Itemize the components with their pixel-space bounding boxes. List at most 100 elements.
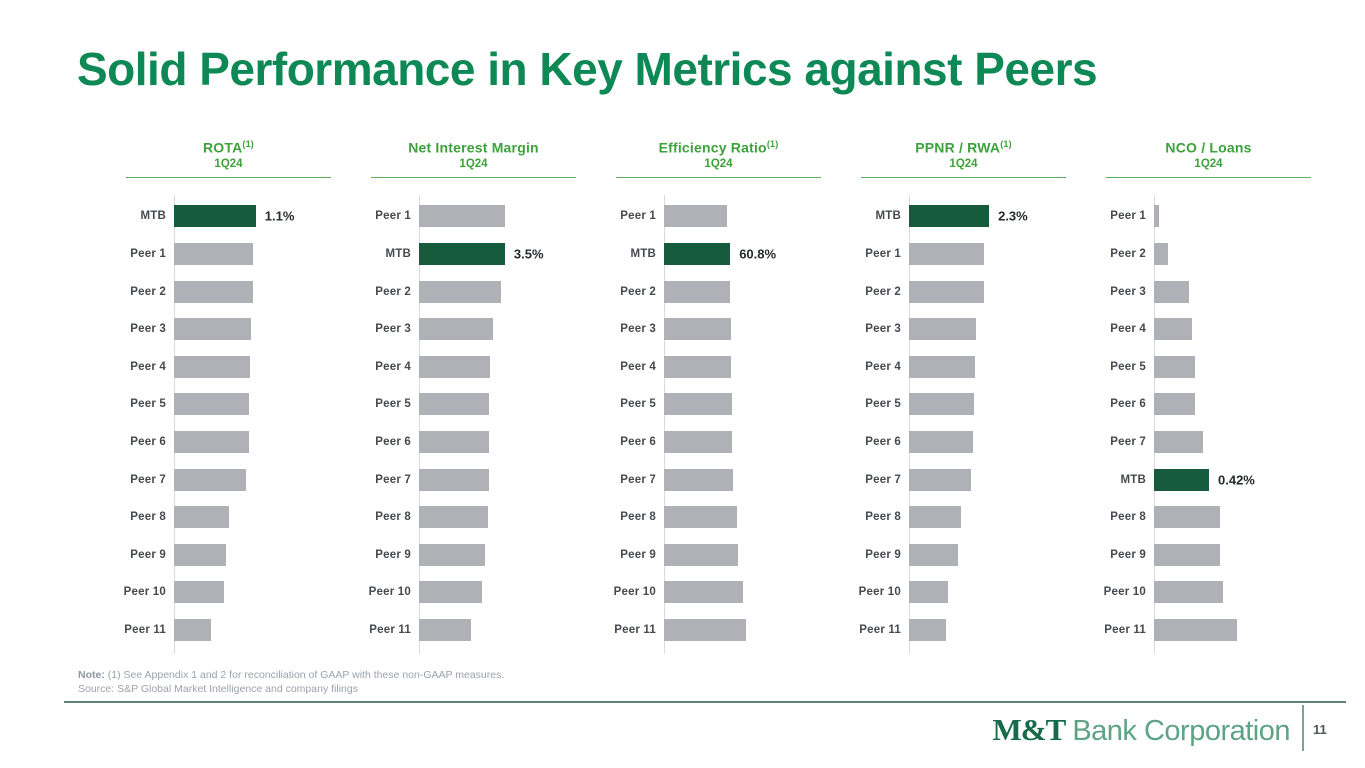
bar-area — [664, 618, 841, 641]
bar-row: MTB 3.5% — [351, 235, 596, 273]
bar-label: Peer 4 — [865, 360, 901, 373]
bar-row: MTB 2.3% — [841, 198, 1086, 236]
peer-bar — [1154, 581, 1224, 604]
chart-plot: Peer 1 Peer 2 Peer 3 Peer 4 Peer 5 Peer 6 Peer… — [1086, 194, 1331, 654]
bar-area — [909, 506, 1086, 529]
bar-area — [664, 318, 841, 341]
bar-row: Peer 6 — [596, 423, 841, 461]
bar-area — [664, 205, 841, 228]
bar-row: Peer 1 — [1086, 198, 1331, 236]
bar-label: Peer 1 — [130, 248, 166, 261]
peer-bar — [664, 393, 733, 416]
bar-label: Peer 6 — [865, 436, 901, 449]
chart-title: Net Interest Margin — [351, 136, 596, 157]
peer-bar — [909, 355, 976, 378]
peer-bar — [664, 581, 744, 604]
bar-row: Peer 9 — [841, 536, 1086, 574]
chart-underline — [126, 176, 331, 178]
bar-area — [909, 355, 1086, 378]
bar-area — [419, 543, 596, 566]
peer-bar — [909, 468, 971, 491]
bar-area — [664, 393, 841, 416]
chart-subtitle: 1Q24 — [704, 157, 733, 170]
page-number: 11 — [1313, 722, 1327, 737]
bar-area — [664, 280, 841, 303]
bar-row: Peer 6 — [1086, 386, 1331, 424]
bar-label: Peer 4 — [130, 360, 166, 373]
bar-area — [419, 468, 596, 491]
bar-row: Peer 7 — [351, 461, 596, 499]
bar-row: Peer 9 — [351, 536, 596, 574]
chart-title-text: Net Interest Margin — [408, 139, 539, 156]
bar-area — [419, 618, 596, 641]
bar-row: Peer 5 — [1086, 348, 1331, 386]
peer-bar — [664, 355, 731, 378]
bar-row: Peer 3 — [351, 310, 596, 348]
bar-area: 1.1% — [174, 205, 351, 228]
bar-row: Peer 1 — [841, 235, 1086, 273]
value-label: 3.5% — [513, 246, 544, 262]
bar-area — [1154, 506, 1331, 529]
bar-row: Peer 8 — [1086, 498, 1331, 536]
bar-area — [419, 205, 596, 228]
bar-area — [909, 618, 1086, 641]
chart-subtitle: 1Q24 — [214, 157, 243, 170]
bar-area — [1154, 581, 1331, 604]
peer-bar — [419, 543, 485, 566]
bar-label: Peer 3 — [620, 323, 656, 336]
bar-label: Peer 3 — [130, 323, 166, 336]
bar-row: Peer 11 — [841, 611, 1086, 649]
peer-bar — [664, 468, 733, 491]
bar-label: Peer 5 — [130, 398, 166, 411]
logo-mt-mark: M&T — [992, 712, 1067, 747]
bar-label: Peer 9 — [375, 548, 411, 561]
chart-title-superscript: (1) — [766, 139, 779, 149]
bar-area — [664, 543, 841, 566]
bar-area — [174, 393, 351, 416]
mtb-bar — [664, 243, 731, 266]
bar-row: Peer 7 — [596, 461, 841, 499]
bar-label: Peer 11 — [1104, 623, 1146, 636]
axis-line — [1154, 194, 1155, 654]
bar-row: Peer 3 — [106, 310, 351, 348]
bar-area — [419, 581, 596, 604]
bar-area — [174, 581, 351, 604]
bar-row: Peer 8 — [351, 498, 596, 536]
bar-label: Peer 9 — [865, 548, 901, 561]
bar-row: Peer 11 — [596, 611, 841, 649]
bar-label: Peer 3 — [1110, 285, 1146, 298]
bar-label: Peer 7 — [865, 473, 901, 486]
peer-bar — [1154, 543, 1220, 566]
bar-label: Peer 4 — [1110, 323, 1146, 336]
bar-area — [1154, 355, 1331, 378]
bar-label: Peer 11 — [859, 623, 901, 636]
bar-label: Peer 10 — [613, 586, 656, 599]
bar-label: Peer 11 — [369, 623, 411, 636]
peer-bar — [1154, 618, 1237, 641]
peer-bar — [419, 205, 506, 228]
bar-label: Peer 6 — [130, 436, 166, 449]
bar-row: Peer 4 — [841, 348, 1086, 386]
chart-net-interest-margin: Net Interest Margin 1Q24 Peer 1 MTB 3.5% Peer… — [351, 136, 596, 654]
bar-label: MTB — [630, 248, 656, 261]
bar-row: Peer 2 — [841, 273, 1086, 311]
bar-label: Peer 9 — [620, 548, 656, 561]
peer-bar — [419, 393, 489, 416]
bar-area — [1154, 205, 1331, 228]
bar-label: Peer 9 — [130, 548, 166, 561]
chart-subtitle: 1Q24 — [1194, 157, 1223, 170]
footnote-text: (1) See Appendix 1 and 2 for reconciliat… — [104, 669, 505, 681]
bar-area — [664, 468, 841, 491]
bar-row: Peer 6 — [106, 423, 351, 461]
chart-underline — [616, 176, 821, 178]
peer-bar — [664, 543, 738, 566]
bar-area — [909, 581, 1086, 604]
bar-label: Peer 6 — [375, 436, 411, 449]
charts-row: ROTA(1) 1Q24 MTB 1.1% Peer 1 Peer 2 Peer 3 Peer… — [106, 136, 1331, 654]
bar-row: Peer 10 — [596, 574, 841, 612]
bar-row: Peer 5 — [106, 386, 351, 424]
chart-plot: Peer 1 MTB 3.5% Peer 2 Peer 3 Peer 4 Peer 5 Pee… — [351, 194, 596, 654]
bar-area — [909, 243, 1086, 266]
bar-label: Peer 4 — [620, 360, 656, 373]
